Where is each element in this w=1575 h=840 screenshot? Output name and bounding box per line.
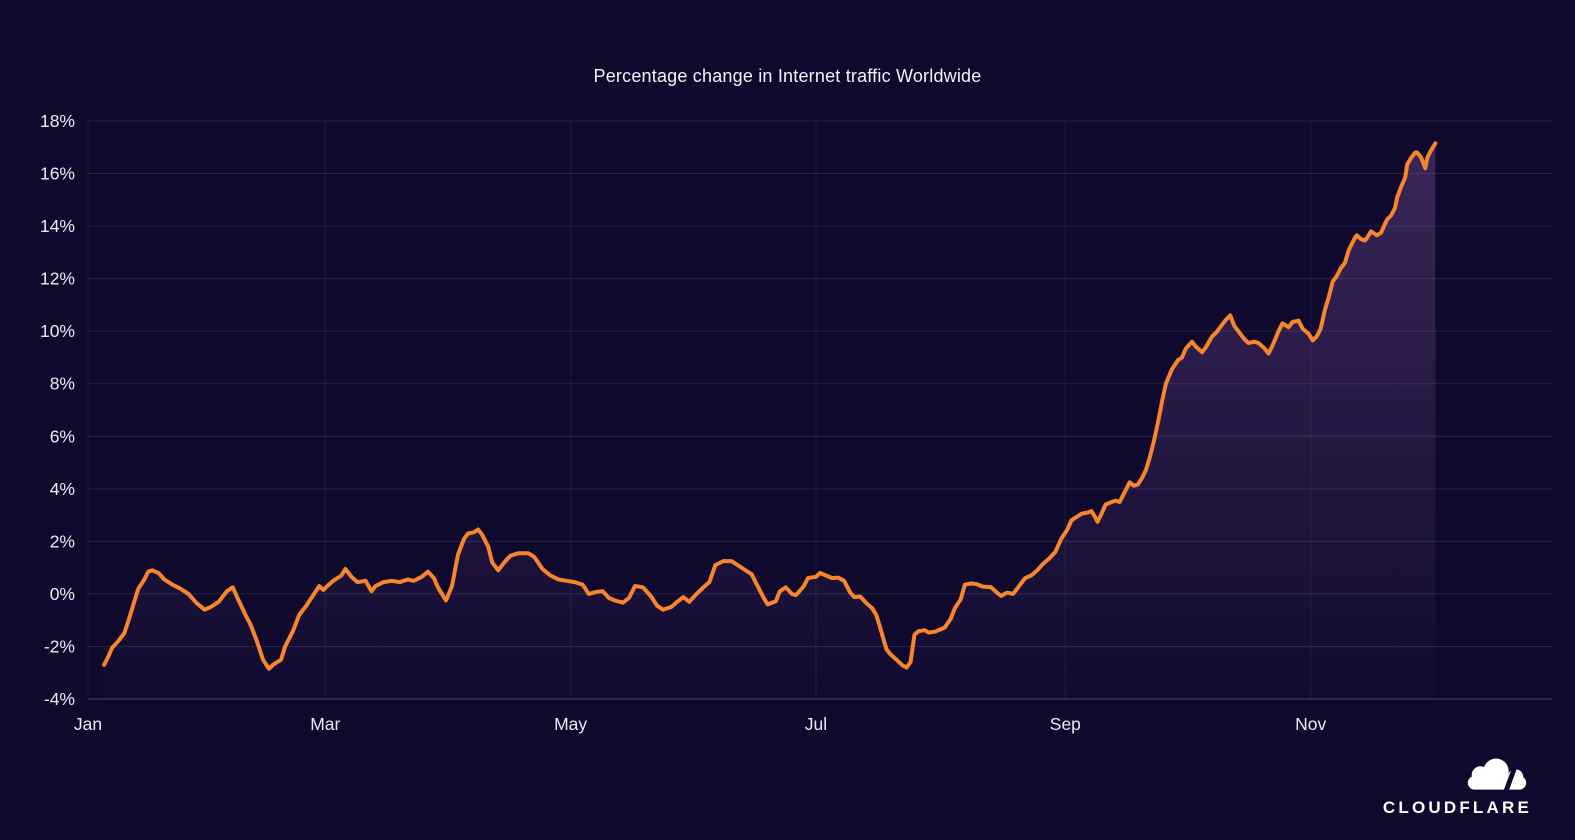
- x-tick-label: Mar: [310, 714, 340, 734]
- y-tick-label: 8%: [50, 374, 75, 394]
- cloudflare-wordmark: CLOUDFLARE: [1382, 798, 1532, 817]
- y-tick-label: 4%: [50, 479, 75, 499]
- y-tick-label: 14%: [40, 216, 75, 236]
- cloudflare-logo: CLOUDFLARE: [1372, 758, 1532, 818]
- x-tick-label: May: [554, 714, 587, 734]
- y-tick-label: -4%: [44, 689, 75, 709]
- y-tick-label: 2%: [50, 531, 75, 551]
- y-tick-label: -2%: [44, 636, 75, 656]
- y-tick-label: 0%: [50, 584, 75, 604]
- y-tick-label: 18%: [40, 111, 75, 131]
- x-tick-label: Jan: [74, 714, 102, 734]
- y-tick-label: 10%: [40, 321, 75, 341]
- cloudflare-cloud-icon: [1467, 758, 1527, 794]
- series-line: [102, 141, 1438, 671]
- x-tick-label: Sep: [1050, 714, 1081, 734]
- chart-title: Percentage change in Internet traffic Wo…: [593, 66, 982, 86]
- x-tick-label: Nov: [1295, 714, 1326, 734]
- x-tick-label: Jul: [805, 714, 827, 734]
- y-tick-label: 6%: [50, 426, 75, 446]
- y-tick-label: 16%: [40, 164, 75, 184]
- cloud-slash-detail: [1502, 758, 1521, 794]
- series-area-fill: [104, 143, 1436, 700]
- y-tick-label: 12%: [40, 269, 75, 289]
